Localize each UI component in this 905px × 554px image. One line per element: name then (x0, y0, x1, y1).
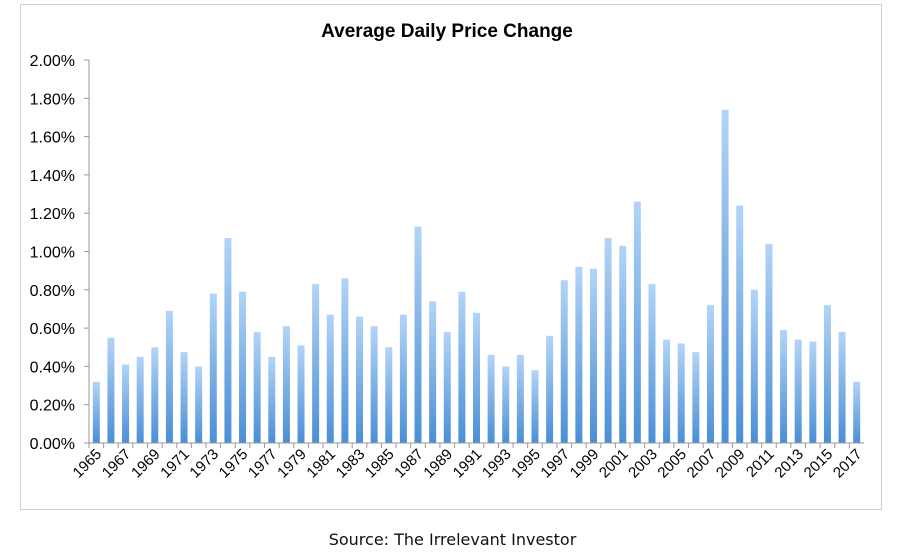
bar-1985 (385, 347, 393, 443)
y-tick-label: 0.20% (30, 398, 75, 415)
bar-1978 (282, 326, 290, 443)
bar-1967 (122, 364, 130, 443)
bar-1991 (473, 312, 480, 443)
bar-2003 (648, 284, 656, 443)
bar-2009 (736, 205, 744, 443)
y-tick-label: 1.80% (30, 91, 75, 108)
x-tick-label: 1995 (508, 446, 544, 482)
x-tick-label: 1989 (420, 446, 456, 482)
x-tick-label: 1971 (157, 446, 193, 482)
bar-2005 (677, 343, 685, 443)
x-tick-label: 2003 (625, 446, 661, 482)
bar-1977 (268, 356, 276, 443)
x-tick-label: 2009 (713, 446, 749, 482)
x-tick-label: 1983 (333, 446, 369, 482)
bar-2004 (663, 339, 671, 443)
bar-1992 (487, 354, 495, 443)
x-tick-label: 1981 (303, 446, 339, 482)
x-tick-label: 1993 (479, 446, 515, 482)
y-tick-label: 0.60% (30, 321, 75, 338)
y-tick-label: 1.60% (30, 130, 75, 147)
x-tick-label: 1977 (245, 446, 281, 482)
bar-1993 (502, 366, 510, 443)
chart-frame (20, 4, 882, 510)
bar-2010 (750, 289, 758, 443)
chart-title: Average Daily Price Change (321, 21, 573, 42)
bar-1986 (399, 314, 407, 443)
x-tick-label: 2011 (743, 446, 778, 481)
bar-1987 (414, 226, 422, 443)
bar-2014 (809, 341, 817, 443)
bar-1973 (209, 293, 217, 443)
bar-2000 (604, 238, 612, 443)
x-tick-label: 1967 (99, 446, 135, 482)
bar-2001 (619, 245, 627, 443)
bar-2016 (838, 331, 846, 443)
y-tick-label: 1.00% (30, 245, 75, 262)
bar-1982 (341, 278, 349, 443)
y-tick-label: 0.40% (30, 359, 75, 376)
y-tick-label: 0.80% (30, 283, 75, 300)
x-tick-label: 1999 (567, 446, 603, 482)
bar-1975 (239, 291, 247, 443)
bar-1996 (546, 335, 554, 443)
bar-1966 (107, 337, 115, 443)
x-tick-label: 1985 (362, 446, 398, 482)
bar-2007 (706, 305, 714, 443)
x-tick-label: 1973 (187, 446, 223, 482)
x-tick-label: 1987 (391, 446, 427, 482)
bar-2012 (780, 330, 788, 443)
bar-1990 (458, 291, 466, 443)
bar-1995 (531, 370, 539, 443)
bar-1970 (165, 310, 173, 443)
bar-2011 (765, 243, 773, 443)
bar-1999 (589, 268, 597, 443)
bar-2006 (692, 352, 700, 443)
bar-2013 (794, 339, 802, 443)
bar-1984 (370, 326, 378, 443)
bar-1969 (151, 347, 159, 443)
x-tick-label: 2017 (830, 446, 866, 482)
bar-1988 (429, 301, 437, 443)
bar-1971 (180, 352, 188, 443)
y-tick-label: 1.20% (30, 206, 75, 223)
bar-1997 (560, 280, 568, 443)
x-tick-label: 1979 (274, 446, 310, 482)
y-tick-label: 2.00% (30, 53, 75, 70)
bar-2008 (721, 109, 729, 443)
bar-1981 (326, 314, 334, 443)
bar-1989 (443, 331, 451, 443)
bar-2002 (633, 201, 641, 443)
bar-1974 (224, 238, 232, 443)
bar-1983 (356, 316, 364, 443)
x-tick-label: 2007 (684, 446, 720, 482)
bar-1965 (92, 381, 100, 443)
x-tick-label: 2005 (654, 446, 690, 482)
bar-1968 (136, 356, 144, 443)
bar-1979 (297, 345, 305, 443)
source-caption: Source: The Irrelevant Investor (328, 530, 577, 549)
x-tick-label: 2013 (771, 446, 807, 482)
bar-2015 (823, 305, 831, 443)
bar-chart: Average Daily Price Change 0.00% 0.20% 0.4… (30, 21, 866, 482)
bar-1976 (253, 331, 261, 443)
x-tick-label: 2015 (801, 446, 837, 482)
bar-1980 (312, 284, 320, 443)
y-tick-label: 0.00% (30, 436, 75, 453)
x-tick-label: 1997 (537, 446, 573, 482)
bar-2017 (853, 381, 861, 443)
x-tick-label: 2001 (596, 446, 632, 482)
bar-1998 (575, 266, 583, 443)
bar-1972 (195, 366, 203, 443)
bar-1994 (516, 354, 524, 443)
x-tick-label: 1969 (128, 446, 164, 482)
y-tick-label: 1.40% (30, 168, 75, 185)
x-tick-label: 1991 (450, 446, 486, 482)
x-tick-label: 1975 (216, 446, 252, 482)
